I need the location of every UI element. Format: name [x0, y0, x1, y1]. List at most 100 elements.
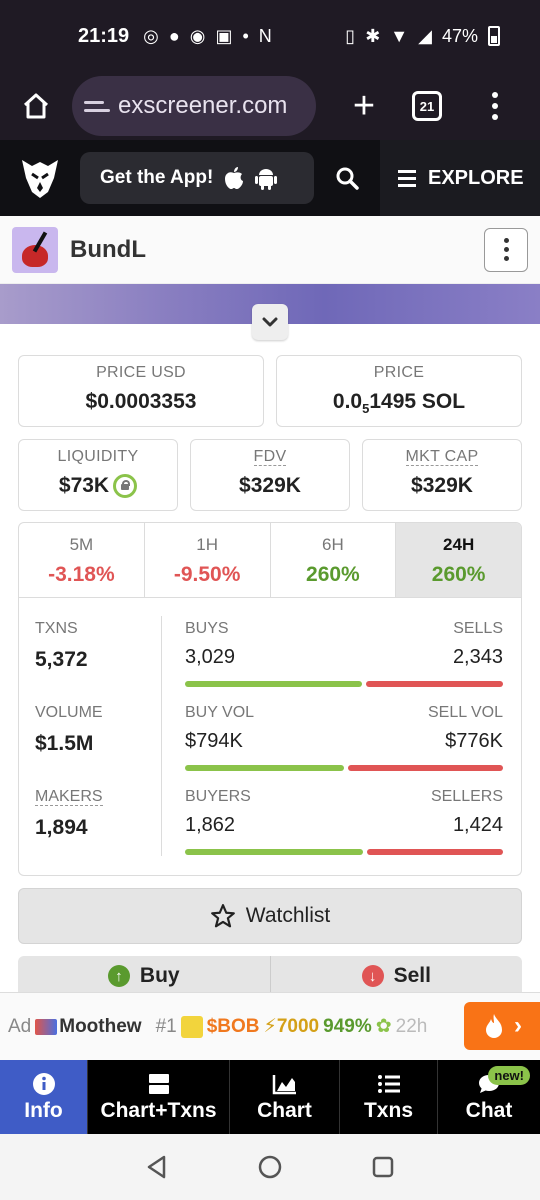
price-usd-value: $0.0003353: [85, 390, 197, 413]
fire-icon: [486, 1014, 502, 1038]
timeframe-5m[interactable]: 5M -3.18%: [19, 523, 145, 597]
vibrate-icon: ▯: [345, 25, 356, 46]
battery-percent: 47%: [441, 25, 478, 46]
system-nav-bar: [0, 1134, 540, 1200]
ad-label: Ad: [8, 1015, 32, 1037]
apple-icon: [225, 167, 244, 189]
wifi-icon: ▼: [390, 25, 409, 46]
site-header: Get the App! EXPLORE: [0, 140, 540, 216]
mktcap-label[interactable]: MKT CAP: [405, 448, 479, 466]
trending-rank: #1: [155, 1015, 177, 1037]
txns-stat: TXNS 5,372: [35, 620, 88, 671]
liquidity-card: LIQUIDITY $73K: [18, 439, 178, 511]
get-app-label: Get the App!: [100, 167, 214, 188]
price-usd-label: PRICE USD: [96, 364, 186, 381]
timeframe-6h[interactable]: 6H 260%: [271, 523, 397, 597]
sprout-icon: ✿: [375, 1016, 392, 1037]
volume-ratio-bar: [185, 765, 503, 771]
system-icons: ▯ ✱ ▼ ◢ 47%: [345, 26, 500, 47]
token-icon: [180, 1015, 203, 1038]
fdv-value: $329K: [239, 474, 301, 497]
trending-button[interactable]: ›: [464, 1002, 540, 1050]
search-button[interactable]: [314, 166, 380, 190]
buy-button[interactable]: ↑ Buy: [18, 956, 270, 996]
boost-icon: ⚡: [263, 1016, 277, 1037]
explore-button[interactable]: EXPLORE: [380, 140, 540, 216]
nav-chat[interactable]: new! Chat: [438, 1060, 540, 1134]
price-sol-card: PRICE 0.051495 SOL: [276, 355, 522, 427]
chevron-down-icon: [262, 317, 278, 327]
ad-ticker-bar[interactable]: Ad Moothew #1 $BOB ⚡ 7000 949% ✿ 22h: [0, 992, 540, 1060]
liquidity-value: $73K: [19, 474, 177, 499]
get-app-button[interactable]: Get the App!: [80, 152, 314, 204]
makers-label[interactable]: MAKERS: [35, 788, 103, 806]
hamburger-icon: [398, 169, 416, 187]
makers-stat: MAKERS 1,894: [35, 788, 103, 839]
site-settings-icon[interactable]: [84, 100, 112, 112]
url-text: exscreener.com: [118, 92, 288, 119]
android-icon: [255, 169, 278, 190]
bluetooth-icon: ✱: [365, 25, 381, 46]
info-icon: [32, 1071, 56, 1097]
trending-ticker[interactable]: $BOB: [206, 1015, 260, 1037]
star-icon: [210, 904, 235, 928]
chat-bubble-icon: ●: [168, 25, 180, 46]
ad-name[interactable]: Moothew: [59, 1015, 142, 1037]
nfc-icon: N: [258, 25, 272, 46]
chevron-right-icon: ›: [514, 1012, 522, 1039]
buys-sells-ratio-bar: [185, 681, 503, 687]
nav-txns[interactable]: Txns: [340, 1060, 438, 1134]
token-header: BundL: [0, 216, 540, 284]
liquidity-label: LIQUIDITY: [57, 448, 139, 465]
buys-sells-stat: BUYS SELLS 3,029 2,343: [185, 620, 503, 687]
price-sol-label: PRICE: [373, 364, 425, 381]
battery-icon: [488, 26, 500, 46]
tab-switcher-button[interactable]: 21: [412, 91, 442, 121]
nav-chart[interactable]: Chart: [230, 1060, 340, 1134]
browser-menu-button[interactable]: [492, 92, 498, 120]
boost-value: 7000: [276, 1015, 320, 1037]
trending-age: 22h: [395, 1015, 428, 1037]
buyers-sellers-stat: BUYERS SELLERS 1,862 1,424: [185, 788, 503, 855]
buyers-ratio-bar: [185, 849, 503, 855]
ad-brand-icon: [35, 1018, 58, 1035]
eagle-logo-icon: [22, 160, 58, 198]
messenger-icon: ◉: [189, 25, 206, 46]
token-avatar: [12, 226, 58, 273]
browser-toolbar: exscreener.com + 21: [0, 72, 540, 140]
home-circle-icon[interactable]: [257, 1154, 283, 1180]
chart-icon: [272, 1071, 298, 1097]
split-view-icon: [147, 1071, 171, 1097]
dot-icon: •: [242, 25, 249, 46]
lock-icon[interactable]: [113, 474, 138, 499]
site-logo[interactable]: [0, 140, 80, 216]
sell-button[interactable]: ↓ Sell: [271, 956, 523, 996]
new-badge: new!: [488, 1066, 530, 1085]
recents-icon[interactable]: [370, 1154, 396, 1180]
bottom-nav: Info Chart+Txns Chart Txns new! Chat: [0, 1060, 540, 1134]
fdv-label[interactable]: FDV: [253, 448, 287, 466]
status-time: 21:19: [78, 24, 130, 47]
status-bar: 21:19 ◎ ● ◉ ▣ • N ▯ ✱ ▼ ◢ 47%: [0, 0, 540, 72]
token-options-button[interactable]: [484, 227, 528, 272]
trending-change: 949%: [323, 1015, 372, 1037]
timeframe-1h[interactable]: 1H -9.50%: [145, 523, 271, 597]
expand-banner-button[interactable]: [252, 304, 288, 340]
home-icon: [23, 93, 49, 119]
timeframe-selector: 5M -3.18% 1H -9.50% 6H 260% 24H 260%: [18, 522, 522, 598]
home-button[interactable]: [14, 84, 58, 128]
instagram-icon: ▣: [215, 25, 233, 46]
timeframe-24h[interactable]: 24H 260%: [396, 523, 521, 597]
search-icon: [336, 167, 359, 190]
volume-stat: VOLUME $1.5M: [35, 704, 103, 755]
back-icon[interactable]: [144, 1154, 170, 1180]
address-bar[interactable]: exscreener.com: [72, 76, 316, 136]
buy-sell-bar: ↑ Buy ↓ Sell: [18, 956, 522, 996]
mktcap-value: $329K: [411, 474, 473, 497]
fdv-card: FDV $329K: [190, 439, 350, 511]
notification-icons: ◎ ● ◉ ▣ • N: [143, 26, 272, 47]
new-tab-button[interactable]: +: [352, 85, 376, 127]
watchlist-button[interactable]: Watchlist: [18, 888, 522, 944]
nav-chart-txns[interactable]: Chart+Txns: [88, 1060, 230, 1134]
nav-info[interactable]: Info: [0, 1060, 88, 1134]
